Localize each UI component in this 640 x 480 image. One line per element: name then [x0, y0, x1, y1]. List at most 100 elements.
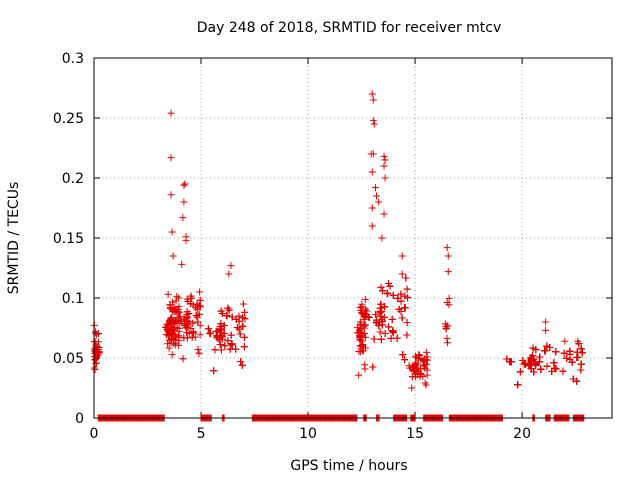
data-point — [404, 294, 412, 302]
y-tick-label: 0.05 — [53, 351, 84, 367]
data-point — [218, 310, 226, 318]
data-point — [376, 328, 384, 336]
data-point — [398, 314, 406, 322]
data-point — [189, 319, 197, 327]
data-point — [210, 367, 218, 375]
data-point — [377, 300, 385, 308]
data-point — [168, 351, 176, 359]
data-point — [550, 359, 558, 367]
data-point — [389, 327, 397, 335]
data-point — [398, 270, 406, 278]
data-point — [189, 328, 197, 336]
plot-frame — [93, 57, 613, 419]
data-point — [532, 361, 540, 369]
data-point — [397, 297, 405, 305]
data-point — [543, 342, 551, 350]
data-point — [378, 321, 386, 329]
data-point — [175, 327, 183, 335]
data-point — [241, 308, 249, 316]
data-point — [227, 262, 235, 270]
data-point — [228, 340, 236, 348]
data-point — [532, 346, 540, 354]
data-point — [224, 337, 232, 345]
data-point — [370, 335, 378, 343]
data-point — [356, 304, 364, 312]
data-point — [397, 290, 405, 298]
data-point — [443, 298, 451, 306]
data-point — [573, 348, 581, 356]
data-point — [416, 352, 424, 360]
data-point — [192, 312, 200, 320]
data-point — [167, 336, 175, 344]
data-point — [194, 345, 202, 353]
data-point — [444, 339, 452, 347]
data-point — [241, 333, 249, 341]
data-point — [386, 282, 394, 290]
data-point — [548, 368, 556, 376]
data-point — [368, 90, 376, 98]
data-point — [369, 150, 377, 158]
data-point — [543, 362, 551, 370]
data-point — [357, 343, 365, 351]
data-point — [561, 337, 569, 345]
data-point — [95, 346, 103, 354]
data-point — [216, 333, 224, 341]
data-point — [356, 324, 364, 332]
data-point — [195, 349, 203, 357]
data-point — [182, 236, 190, 244]
data-point — [525, 362, 533, 370]
data-point — [240, 343, 248, 351]
data-point — [166, 327, 174, 335]
x-axis-label: GPS time / hours — [290, 458, 407, 474]
data-point — [380, 162, 388, 170]
data-point — [408, 373, 416, 381]
data-point — [93, 342, 101, 350]
data-point — [377, 308, 385, 316]
data-point — [355, 331, 363, 339]
data-point — [370, 120, 378, 128]
data-point — [443, 244, 451, 252]
data-point — [236, 330, 244, 338]
data-point — [403, 318, 411, 326]
data-point — [574, 337, 582, 345]
data-point — [368, 168, 376, 176]
data-point — [551, 364, 559, 372]
data-point — [372, 310, 380, 318]
data-point — [423, 348, 431, 356]
data-point — [169, 252, 177, 260]
data-point — [174, 308, 182, 316]
data-point — [405, 362, 413, 370]
data-point — [444, 252, 452, 260]
data-point — [166, 319, 174, 327]
data-point — [526, 360, 534, 368]
data-point — [389, 291, 397, 299]
data-point — [196, 296, 204, 304]
data-point — [560, 349, 568, 357]
data-point — [442, 324, 450, 332]
data-point — [422, 381, 430, 389]
data-point — [179, 214, 187, 222]
data-point — [563, 354, 571, 362]
data-point — [380, 152, 388, 160]
data-point — [189, 301, 197, 309]
data-point — [211, 346, 219, 354]
data-point — [364, 313, 372, 321]
data-point — [165, 344, 173, 352]
data-point — [380, 210, 388, 218]
data-point — [220, 322, 228, 330]
data-point — [514, 381, 522, 389]
data-point — [393, 334, 401, 342]
data-point — [568, 358, 576, 366]
data-point — [385, 323, 393, 331]
data-point — [388, 315, 396, 323]
data-point — [535, 358, 543, 366]
data-point — [180, 198, 188, 206]
data-point — [179, 355, 187, 363]
x-tick-label: 20 — [513, 426, 531, 442]
data-point — [361, 365, 369, 373]
data-point — [559, 367, 567, 375]
data-point — [358, 347, 366, 355]
data-point — [507, 358, 515, 366]
data-point — [235, 312, 243, 320]
data-point — [411, 362, 419, 370]
